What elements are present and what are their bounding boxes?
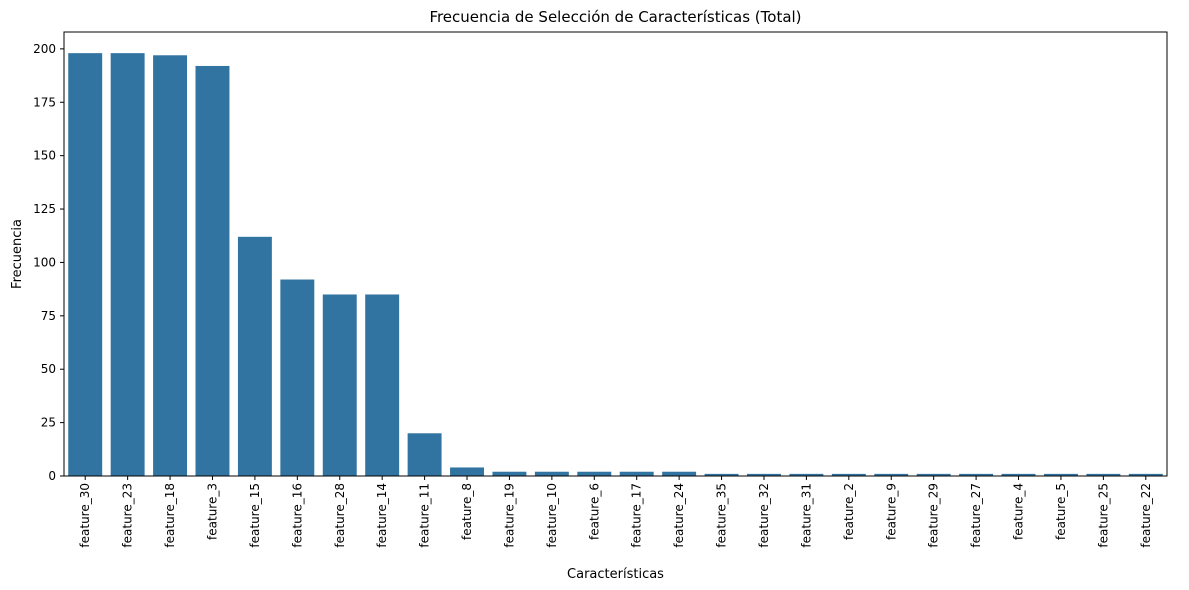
y-axis: 0 25 50 75 100 125 150 175 200 [33, 42, 64, 483]
bar-feature_4 [1001, 473, 1036, 476]
y-axis-label: Frecuencia [10, 219, 25, 289]
bar-feature_11 [407, 433, 442, 476]
bar-feature_18 [153, 55, 188, 476]
x-tick-label: feature_18 [163, 483, 177, 548]
x-tick-label: feature_22 [1139, 483, 1153, 548]
bar-feature_10 [534, 471, 569, 476]
x-tick-label: feature_31 [799, 483, 813, 548]
bar-feature_35 [704, 473, 739, 476]
x-tick-label: feature_32 [757, 483, 771, 548]
x-tick-label: feature_35 [715, 483, 729, 548]
x-tick-label: feature_16 [290, 483, 304, 548]
x-tick-label: feature_9 [884, 483, 898, 540]
bar-feature_29 [916, 473, 951, 476]
y-tick-label: 175 [33, 95, 56, 109]
bar-feature_9 [874, 473, 909, 476]
bar-feature_27 [959, 473, 994, 476]
x-tick-label: feature_19 [502, 483, 516, 548]
y-tick-label: 0 [48, 469, 56, 483]
x-tick-label: feature_15 [248, 483, 262, 548]
bar-feature_30 [68, 53, 103, 477]
bar-feature_22 [1128, 473, 1163, 476]
bar-feature_2 [831, 473, 866, 476]
x-tick-label: feature_10 [545, 483, 559, 548]
bar-feature_31 [789, 473, 824, 476]
x-tick-label: feature_27 [969, 483, 983, 548]
x-tick-label: feature_29 [927, 483, 941, 548]
bar-feature_6 [577, 471, 612, 476]
y-tick-label: 25 [41, 416, 56, 430]
x-tick-label: feature_8 [460, 483, 474, 540]
y-tick-label: 75 [41, 309, 56, 323]
plot-frame [63, 31, 1168, 477]
x-tick-label: feature_5 [1054, 483, 1068, 540]
bar-feature_17 [619, 471, 654, 476]
x-tick-label: feature_17 [630, 483, 644, 548]
x-tick-label: feature_30 [78, 483, 92, 548]
x-tick-label: feature_11 [418, 483, 432, 548]
bar-feature_32 [747, 473, 781, 476]
x-tick-label: feature_23 [121, 483, 135, 548]
bar-feature_25 [1086, 473, 1121, 476]
bars-group [68, 53, 1163, 477]
x-tick-label: feature_2 [842, 483, 856, 540]
x-tick-label: feature_25 [1096, 483, 1110, 548]
y-tick-label: 150 [33, 149, 56, 163]
x-axis-label: Características [567, 567, 664, 582]
chart-title: Frecuencia de Selección de Característic… [429, 8, 801, 26]
x-tick-label: feature_4 [1012, 483, 1026, 540]
y-tick-label: 100 [33, 255, 56, 269]
x-tick-label: feature_14 [375, 483, 389, 548]
x-axis: feature_30 feature_23 feature_18 feature_3 f… [78, 476, 1153, 548]
bar-feature_3 [195, 65, 230, 476]
bar-feature_15 [237, 236, 272, 476]
x-tick-label: feature_24 [672, 483, 686, 548]
y-tick-label: 50 [41, 362, 56, 376]
bar-feature_28 [322, 294, 357, 476]
bar-feature_23 [110, 53, 145, 477]
y-tick-label: 200 [33, 42, 56, 56]
y-tick-label: 125 [33, 202, 56, 216]
x-tick-label: feature_3 [205, 483, 219, 540]
bar-feature_19 [492, 471, 527, 476]
bar-feature_14 [365, 294, 400, 476]
bar-feature_16 [280, 279, 315, 476]
bar-feature_24 [662, 471, 697, 476]
x-tick-label: feature_28 [333, 483, 347, 548]
bar-feature_5 [1043, 473, 1078, 476]
bar-feature_8 [450, 467, 484, 476]
x-tick-label: feature_6 [587, 483, 601, 540]
